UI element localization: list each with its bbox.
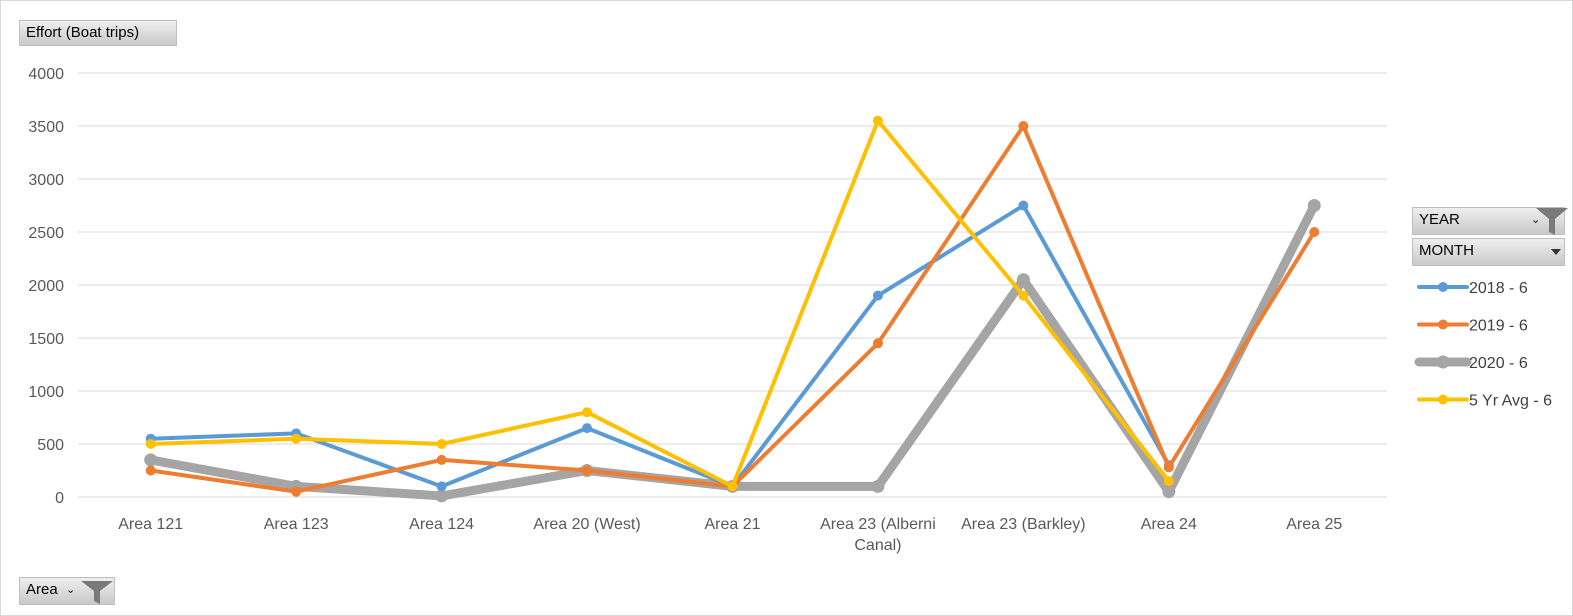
y-tick-label: 2000	[28, 278, 64, 295]
y-tick-label: 0	[55, 490, 64, 507]
x-tick-label: Area 24	[1141, 516, 1197, 533]
data-point	[1163, 476, 1174, 487]
month-field-button[interactable]: MONTH	[1412, 238, 1565, 266]
data-point	[436, 439, 447, 449]
area-filter-icon[interactable]	[80, 579, 114, 605]
data-point	[871, 479, 885, 493]
x-axis-label: Area	[26, 581, 58, 598]
data-point	[582, 423, 593, 434]
y-tick-label: 4000	[28, 66, 64, 83]
data-point	[291, 433, 302, 444]
data-point	[145, 439, 156, 449]
data-point	[1016, 273, 1030, 287]
x-tick-label: Area 23 (Barkley)	[961, 516, 1086, 533]
area-field-button[interactable]: Area ⌄	[19, 577, 115, 605]
y-tick-label: 1000	[28, 384, 64, 401]
y-tick-label: 3000	[28, 172, 64, 189]
y-tick-label: 500	[37, 437, 64, 454]
data-point	[291, 486, 302, 497]
data-point	[1018, 290, 1029, 301]
data-point	[1018, 200, 1029, 211]
legend-label: 2020 - 6	[1469, 355, 1528, 372]
data-point	[582, 407, 593, 418]
y-tick-label: 3500	[28, 119, 64, 136]
dropdown-arrow-icon	[1551, 249, 1561, 255]
data-point	[1307, 199, 1321, 212]
x-tick-label: Area 25	[1286, 516, 1342, 533]
data-point	[436, 481, 447, 492]
dropdown-arrow-icon: ⌄	[1531, 214, 1541, 226]
legend-label: 2019 - 6	[1469, 318, 1528, 335]
legend-marker	[1438, 394, 1448, 405]
legend-label: 5 Yr Avg - 6	[1469, 393, 1552, 410]
data-point	[872, 338, 883, 349]
y-axis-label: Effort (Boat trips)	[26, 24, 140, 41]
legend-marker	[1438, 282, 1448, 292]
data-point	[145, 465, 156, 476]
y-axis-field-button[interactable]: Effort (Boat trips)	[19, 20, 177, 46]
month-label: MONTH	[1419, 242, 1474, 259]
legend-label: 2018 - 6	[1469, 280, 1528, 297]
series-line-0	[148, 203, 1171, 489]
legend-marker	[1438, 319, 1448, 330]
legend-marker	[1436, 355, 1450, 369]
data-point	[1309, 227, 1320, 237]
y-tick-label: 2500	[28, 225, 64, 242]
series-line-1	[148, 124, 1317, 494]
data-point	[1163, 462, 1174, 473]
data-point	[582, 465, 593, 476]
data-point	[436, 454, 447, 465]
data-point	[1018, 121, 1029, 131]
data-point	[1162, 485, 1176, 499]
series-line-3	[148, 118, 1171, 489]
data-point	[727, 481, 738, 492]
x-tick-label: Area 23 (Alberni Canal)	[820, 516, 936, 554]
x-tick-label: Area 124	[409, 516, 474, 533]
dropdown-arrow-icon: ⌄	[66, 584, 76, 596]
x-tick-label: Area 20 (West)	[533, 516, 640, 533]
data-point	[435, 489, 449, 503]
x-tick-label: Area 121	[118, 516, 183, 533]
x-tick-label: Area 123	[264, 516, 329, 533]
data-point	[144, 453, 158, 467]
data-point	[872, 115, 883, 126]
year-filter-icon[interactable]	[1535, 206, 1569, 236]
data-point	[872, 290, 883, 301]
y-tick-label: 1500	[28, 331, 64, 348]
year-label: YEAR	[1419, 211, 1460, 228]
x-tick-label: Area 21	[704, 516, 760, 533]
series-line-2	[146, 201, 1319, 501]
year-field-button[interactable]: YEAR ⌄	[1412, 207, 1568, 235]
